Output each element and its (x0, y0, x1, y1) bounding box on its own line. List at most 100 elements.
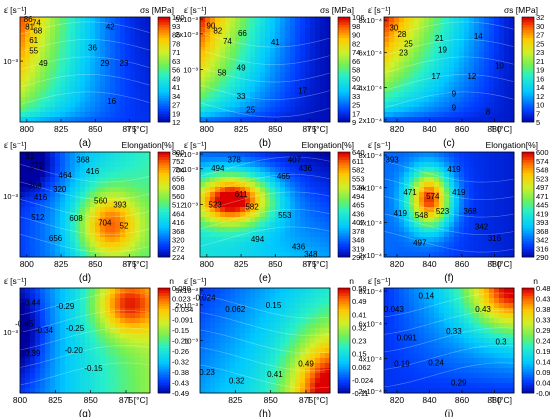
heatmap-cell (215, 87, 221, 93)
heatmap-cell (145, 17, 151, 23)
heatmap-cell (290, 42, 296, 48)
heatmap-cell (130, 353, 136, 359)
heatmap-cell (449, 172, 455, 178)
heatmap-cell (409, 192, 415, 198)
heatmap-cell (424, 27, 430, 33)
heatmap-cell (414, 57, 420, 63)
heatmap-cell (290, 343, 296, 349)
heatmap-cell (394, 27, 400, 33)
heatmap-cell (409, 77, 415, 83)
heatmap-cell (295, 197, 301, 203)
heatmap-cell (25, 237, 31, 243)
heatmap-cell (225, 383, 231, 389)
heatmap-cell (90, 348, 96, 354)
heatmap-cell (439, 97, 445, 103)
heatmap-cell (70, 197, 76, 203)
heatmap-cell (85, 348, 91, 354)
heatmap-cell (305, 157, 311, 163)
heatmap-cell (220, 353, 226, 359)
heatmap-cell (325, 62, 331, 68)
heatmap-cell (100, 52, 106, 58)
contour-label: 49 (237, 63, 246, 72)
heatmap-cell (439, 92, 445, 98)
heatmap-cell (130, 187, 136, 193)
heatmap-cell (250, 353, 256, 359)
heatmap-cell (65, 192, 71, 198)
heatmap-cell (464, 82, 470, 88)
heatmap-cell (100, 172, 106, 178)
heatmap-cell (45, 17, 51, 23)
heatmap-cell (40, 67, 46, 73)
heatmap-cell (125, 288, 131, 294)
heatmap-cell (50, 333, 56, 339)
heatmap-cell (235, 318, 241, 324)
heatmap-cell (20, 368, 26, 374)
heatmap-cell (305, 32, 311, 38)
heatmap-cell (280, 378, 286, 384)
colorbar-swatch (158, 217, 170, 221)
colorbar-swatch (522, 22, 534, 26)
heatmap-cell (444, 37, 450, 43)
colorbar-swatch (338, 152, 350, 156)
heatmap-cell (235, 82, 241, 88)
colorbar-tick-label: 348 (352, 236, 365, 245)
heatmap-cell (325, 303, 331, 309)
heatmap-cell (225, 212, 231, 218)
heatmap-cell (479, 247, 485, 253)
heatmap-cell (75, 102, 81, 108)
heatmap-cell (210, 358, 216, 364)
heatmap-cell (210, 152, 216, 158)
heatmap-cell (300, 388, 306, 394)
heatmap-cell (215, 232, 221, 238)
heatmap-cell (320, 157, 326, 163)
heatmap-cell (320, 383, 326, 389)
heatmap-cell (210, 62, 216, 68)
heatmap-cell (260, 152, 266, 158)
heatmap-cell (145, 37, 151, 43)
heatmap-cell (50, 192, 56, 198)
heatmap-cell (210, 172, 216, 178)
heatmap-cell (414, 112, 420, 118)
heatmap-cell (275, 152, 281, 158)
heatmap-cell (75, 27, 81, 33)
heatmap-cell (509, 197, 515, 203)
heatmap-cell (110, 47, 116, 53)
heatmap-cell (225, 87, 231, 93)
heatmap-cell (454, 187, 460, 193)
heatmap-cell (260, 72, 266, 78)
heatmap-cell (504, 167, 510, 173)
heatmap-cell (50, 52, 56, 58)
heatmap-cell (215, 177, 221, 183)
heatmap-cell (205, 187, 211, 193)
heatmap-cell (120, 152, 126, 158)
heatmap-cell (115, 237, 121, 243)
colorbar-swatch (158, 254, 170, 258)
heatmap-cell (65, 308, 71, 314)
heatmap-cell (474, 107, 480, 113)
heatmap-cell (424, 252, 430, 258)
heatmap-cell (479, 77, 485, 83)
heatmap-cell (220, 47, 226, 53)
heatmap-cell (20, 252, 26, 258)
heatmap-cell (20, 92, 26, 98)
heatmap-cell (145, 202, 151, 208)
heatmap-cell (80, 82, 86, 88)
heatmap-cell (135, 207, 141, 213)
heatmap-cell (235, 182, 241, 188)
heatmap-cell (494, 157, 500, 163)
heatmap-cell (95, 242, 101, 248)
heatmap-cell (484, 97, 490, 103)
heatmap-cell (275, 227, 281, 233)
heatmap-cell (290, 323, 296, 329)
heatmap-cell (35, 42, 41, 48)
heatmap-cell (300, 298, 306, 304)
heatmap-cell (35, 348, 41, 354)
heatmap-cell (90, 47, 96, 53)
heatmap-cell (135, 52, 141, 58)
heatmap-cell (325, 328, 331, 334)
heatmap-cell (474, 247, 480, 253)
heatmap-cell (45, 27, 51, 33)
contour-label: 464 (59, 171, 73, 180)
heatmap-cell (50, 72, 56, 78)
heatmap-cell (250, 157, 256, 163)
